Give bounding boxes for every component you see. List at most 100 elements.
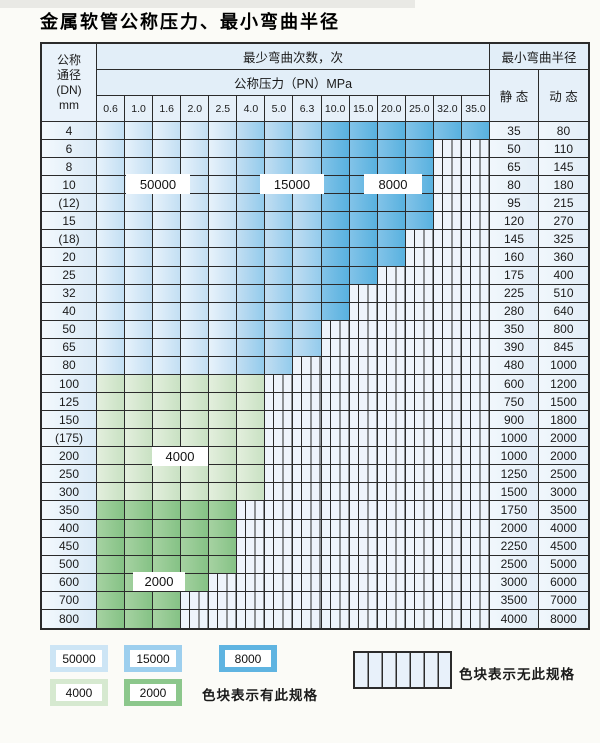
dynamic-value: 1500	[538, 393, 588, 412]
dn-cell: 500	[42, 555, 97, 574]
no-spec-cell	[293, 555, 322, 574]
pressure-tick: 25.0	[405, 96, 434, 122]
spec-cell	[153, 122, 182, 141]
pressure-tick: 5.0	[265, 96, 294, 122]
spec-cell	[125, 537, 154, 556]
no-spec-cell	[461, 176, 490, 195]
spec-cell	[97, 537, 126, 556]
static-value: 2500	[489, 555, 539, 574]
spec-cell	[181, 338, 210, 357]
no-spec-cell	[377, 320, 406, 339]
spec-cell	[237, 393, 266, 412]
no-spec-cell	[433, 338, 462, 357]
pressure-tick: 20.0	[377, 96, 406, 122]
spec-cell	[265, 284, 294, 303]
spec-cell	[153, 284, 182, 303]
spec-cell	[237, 338, 266, 357]
spec-cell	[97, 393, 126, 412]
dynamic-value: 3000	[538, 483, 588, 502]
no-spec-cell	[349, 393, 378, 412]
spec-cell	[181, 411, 210, 430]
spec-cell	[405, 212, 434, 231]
spec-cell	[181, 194, 210, 213]
spec-cell	[125, 465, 154, 484]
spec-cell	[181, 429, 210, 448]
spec-cell	[125, 248, 154, 267]
dynamic-value: 800	[538, 320, 588, 339]
spec-cell	[405, 194, 434, 213]
dn-cell: 25	[42, 266, 97, 285]
dn-cell: 200	[42, 447, 97, 466]
no-spec-cell	[321, 447, 350, 466]
no-spec-cell	[377, 302, 406, 321]
static-value: 4000	[489, 609, 539, 628]
spec-cell	[153, 465, 182, 484]
no-spec-cell	[321, 320, 350, 339]
spec-cell	[181, 519, 210, 538]
spec-cell	[181, 374, 210, 394]
dn-cell: 300	[42, 483, 97, 502]
static-value: 50	[489, 140, 539, 159]
spec-cell	[181, 158, 210, 177]
no-spec-cell	[377, 555, 406, 574]
static-value: 225	[489, 284, 539, 303]
no-spec-cell	[265, 555, 294, 574]
spec-cell	[349, 248, 378, 267]
no-spec-cell	[321, 356, 350, 375]
dn-cell: 150	[42, 411, 97, 430]
spec-cell	[209, 320, 238, 339]
spec-cell	[209, 465, 238, 484]
static-value: 350	[489, 320, 539, 339]
spec-cell	[321, 284, 350, 303]
dynamic-value: 145	[538, 158, 588, 177]
no-spec-cell	[349, 429, 378, 448]
spec-cell	[97, 320, 126, 339]
spec-cell	[237, 411, 266, 430]
spec-cell	[377, 194, 406, 213]
dynamic-value: 6000	[538, 573, 588, 592]
spec-cell	[97, 519, 126, 538]
legend-has-spec-text: 色块表示有此规格	[202, 688, 318, 703]
no-spec-cell	[433, 266, 462, 285]
spec-cell	[293, 248, 322, 267]
dn-cell: 800	[42, 609, 97, 628]
dn-cell: 4	[42, 122, 97, 141]
spec-cell	[209, 356, 238, 375]
dn-cell: 15	[42, 212, 97, 231]
dn-header-line: 公称	[56, 52, 81, 67]
spec-cell	[153, 429, 182, 448]
spec-cell	[125, 284, 154, 303]
no-spec-cell	[433, 447, 462, 466]
dn-cell: (12)	[42, 194, 97, 213]
spec-cell	[209, 501, 238, 520]
spec-cell	[237, 158, 266, 177]
dynamic-value: 640	[538, 302, 588, 321]
spec-cell	[125, 230, 154, 249]
static-value: 175	[489, 266, 539, 285]
no-spec-cell	[377, 266, 406, 285]
spec-cell	[97, 591, 126, 610]
dn-header: 公称 通径 (DN) mm	[42, 44, 97, 122]
spec-cell	[97, 573, 126, 592]
pressure-tick: 2.0	[181, 96, 210, 122]
spec-cell	[153, 501, 182, 520]
no-spec-cell	[433, 212, 462, 231]
spec-cell	[97, 122, 126, 141]
no-spec-cell	[377, 429, 406, 448]
no-spec-cell	[293, 519, 322, 538]
dynamic-value: 4000	[538, 519, 588, 538]
no-spec-cell	[433, 429, 462, 448]
spec-cell	[321, 302, 350, 321]
no-spec-cell	[293, 537, 322, 556]
spec-cell	[209, 248, 238, 267]
legend-chip-50000: 50000	[50, 645, 108, 672]
cycle-count-label: 50000	[126, 174, 190, 194]
spec-table-grid: 公称 通径 (DN) mm 最少弯曲次数，次 最小弯曲半径 公称压力（PN）MP…	[42, 44, 588, 628]
spec-cell	[237, 302, 266, 321]
static-value: 3500	[489, 591, 539, 610]
no-spec-cell	[433, 591, 462, 610]
dynamic-value: 180	[538, 176, 588, 195]
pressure-tick: 35.0	[461, 96, 490, 122]
spec-cell	[97, 302, 126, 321]
no-spec-cell	[433, 519, 462, 538]
